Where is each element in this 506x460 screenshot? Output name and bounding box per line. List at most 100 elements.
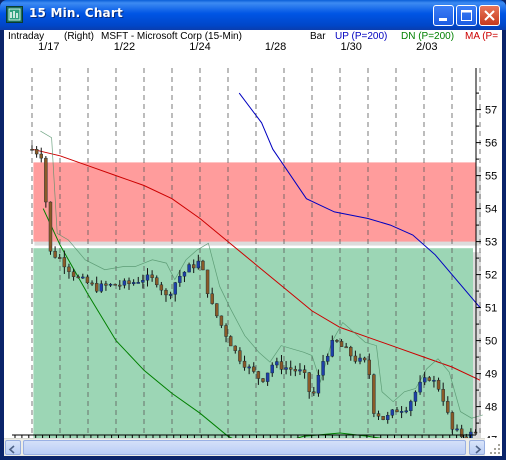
price-bar — [455, 428, 459, 431]
arrow-right-icon — [475, 445, 482, 454]
lower-band — [33, 248, 474, 438]
price-bar — [39, 153, 43, 159]
price-bar — [219, 315, 224, 326]
price-bar — [187, 264, 191, 273]
price-bar — [270, 364, 274, 374]
price-bar — [302, 369, 307, 373]
price-bar — [85, 276, 90, 284]
price-bar — [48, 201, 53, 252]
style-label: Bar — [310, 31, 326, 42]
price-bar — [81, 276, 85, 279]
y-tick-label: 54 — [485, 204, 497, 216]
price-bar — [423, 377, 427, 383]
price-bar — [289, 367, 293, 370]
x-tick-label: 1/28 — [265, 41, 286, 53]
price-bar — [307, 372, 311, 392]
x-tick-label: 1/22 — [114, 41, 135, 53]
y-tick-label: 52 — [485, 270, 497, 282]
price-bar — [432, 379, 436, 382]
scroll-left-button[interactable] — [5, 440, 21, 455]
price-bar — [330, 340, 334, 357]
x-tick-label: 1/30 — [340, 41, 361, 53]
price-bar — [353, 355, 358, 362]
price-bar — [90, 282, 94, 285]
price-bar — [362, 357, 367, 361]
price-bar — [196, 260, 201, 269]
ma-line — [31, 148, 481, 381]
price-bar — [381, 416, 385, 420]
price-bar — [201, 260, 205, 271]
x-tick-label: 1/17 — [38, 41, 59, 53]
price-bar — [247, 366, 251, 369]
price-bar — [99, 283, 104, 292]
price-chart[interactable]: 47 48 49 50 51 52 53 54 55 56 57 1/17 1/22 1/24 1/28 1/… — [4, 30, 502, 438]
y-tick-label: 56 — [485, 138, 497, 150]
price-bar — [150, 274, 154, 278]
price-bar — [265, 372, 270, 382]
title-bar[interactable]: 15 Min. Chart — [0, 0, 506, 30]
price-bar — [108, 283, 113, 286]
axis-side-label: (Right) — [64, 31, 95, 42]
price-bar — [145, 274, 150, 281]
price-bar — [34, 149, 39, 155]
price-bar — [335, 340, 339, 342]
price-bar — [30, 148, 34, 151]
close-button[interactable] — [479, 5, 500, 26]
price-bar — [252, 366, 256, 372]
price-bar — [233, 345, 237, 351]
price-bar — [242, 360, 247, 368]
inner-average-line — [40, 130, 483, 419]
price-bar — [67, 266, 71, 272]
price-bar — [228, 336, 233, 347]
y-tick-label: 51 — [485, 303, 497, 315]
resize-grip-icon[interactable] — [486, 440, 502, 456]
y-tick-label: 48 — [485, 402, 497, 414]
price-bar — [159, 284, 164, 291]
upper-band — [33, 162, 477, 242]
maximize-button[interactable] — [456, 5, 477, 26]
x-tick-label: 2/03 — [416, 41, 437, 53]
chart-window-icon[interactable] — [6, 6, 23, 23]
price-bar — [441, 389, 445, 402]
price-bar — [316, 374, 321, 394]
price-bar — [367, 359, 371, 375]
price-bar — [349, 347, 353, 357]
y-tick-label: 49 — [485, 369, 497, 381]
price-bar — [127, 280, 131, 285]
maximize-icon — [461, 10, 472, 21]
price-bar — [339, 341, 344, 347]
price-bar — [104, 283, 108, 286]
scroll-right-button[interactable] — [469, 440, 485, 455]
price-bar — [164, 289, 168, 296]
price-bar — [427, 377, 432, 381]
price-bar — [71, 271, 76, 277]
symbol-label: MSFT - Microsoft Corp (15-Min) — [101, 31, 242, 42]
minimize-icon — [439, 18, 447, 21]
price-bar — [344, 346, 348, 349]
price-bar — [44, 157, 48, 203]
price-bar — [464, 436, 468, 438]
price-bar — [409, 401, 413, 411]
window-title: 15 Min. Chart — [29, 6, 123, 20]
scroll-thumb[interactable] — [23, 440, 466, 455]
y-tick-label: 55 — [485, 171, 497, 183]
close-icon — [484, 10, 495, 21]
price-bar — [53, 250, 57, 258]
price-bar — [325, 355, 330, 362]
minimize-button[interactable] — [433, 5, 454, 26]
mode-label: Intraday — [8, 31, 45, 42]
y-tick-label: 57 — [485, 105, 497, 117]
price-bar — [395, 409, 399, 413]
horizontal-scrollbar[interactable] — [4, 438, 485, 456]
price-bar — [210, 293, 214, 304]
price-bar — [312, 391, 316, 394]
price-bar — [76, 276, 80, 279]
price-bar — [131, 282, 136, 285]
up-line — [238, 92, 481, 308]
up-legend: UP (P=200) — [335, 31, 388, 42]
chart-client-area: Intraday (Right) MSFT - Microsoft Corp (… — [4, 30, 502, 456]
price-bar — [459, 428, 464, 437]
price-bar — [62, 257, 67, 268]
price-bar — [238, 350, 242, 362]
